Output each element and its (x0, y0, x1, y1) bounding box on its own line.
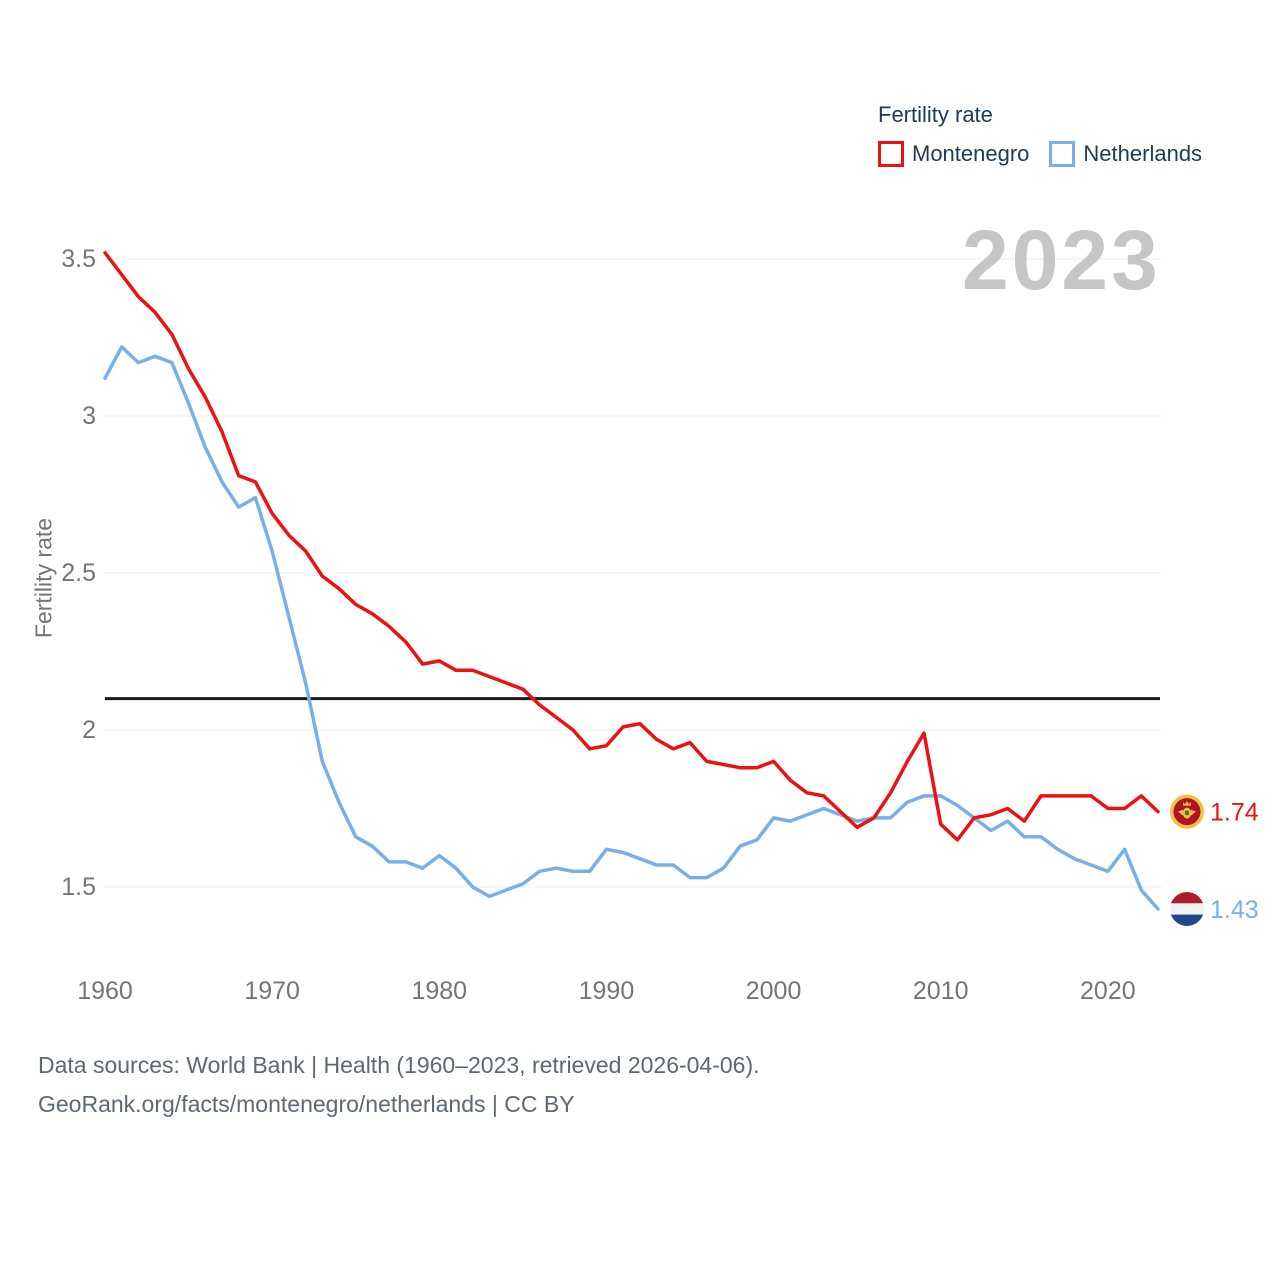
x-tick-label: 2020 (1080, 977, 1136, 1005)
montenegro-line (103, 250, 1160, 842)
montenegro-swatch-icon (878, 141, 904, 167)
netherlands-flag-icon (1170, 891, 1204, 926)
year-watermark: 2023 (962, 213, 1161, 307)
netherlands-swatch-icon (1049, 141, 1076, 167)
legend-item-netherlands[interactable]: Netherlands (1049, 141, 1202, 167)
attribution-link[interactable]: GeoRank.org/facts/montenegro/netherlands… (38, 1091, 575, 1117)
x-tick-label: 2010 (913, 977, 969, 1005)
legend-label-netherlands: Netherlands (1083, 141, 1203, 166)
netherlands-end-value: 1.43 (1210, 896, 1259, 924)
legend-label-montenegro: Montenegro (912, 141, 1030, 166)
x-tick-label: 2000 (746, 977, 802, 1005)
y-tick-label: 2.5 (61, 559, 96, 587)
netherlands-line (103, 345, 1160, 911)
y-tick-label: 3.5 (61, 245, 96, 273)
x-tick-label: 1990 (579, 977, 635, 1005)
y-tick-label: 2 (82, 716, 96, 744)
legend: Fertility rate Montenegro Netherlands (878, 102, 1222, 167)
x-tick-label: 1960 (77, 977, 133, 1005)
x-tick-label: 1970 (244, 977, 300, 1005)
legend-items: Montenegro Netherlands (878, 141, 1222, 167)
montenegro-flag-icon (1170, 794, 1204, 829)
data-sources-text: Data sources: World Bank | Health (1960–… (38, 1052, 760, 1078)
legend-title: Fertility rate (878, 102, 993, 127)
footer: Data sources: World Bank | Health (1960–… (38, 1046, 760, 1124)
legend-item-montenegro[interactable]: Montenegro (878, 141, 1029, 167)
montenegro-end-value: 1.74 (1210, 799, 1259, 827)
y-tick-label: 1.5 (61, 873, 96, 901)
x-tick-label: 1980 (411, 977, 467, 1005)
y-tick-label: 3 (82, 402, 96, 430)
